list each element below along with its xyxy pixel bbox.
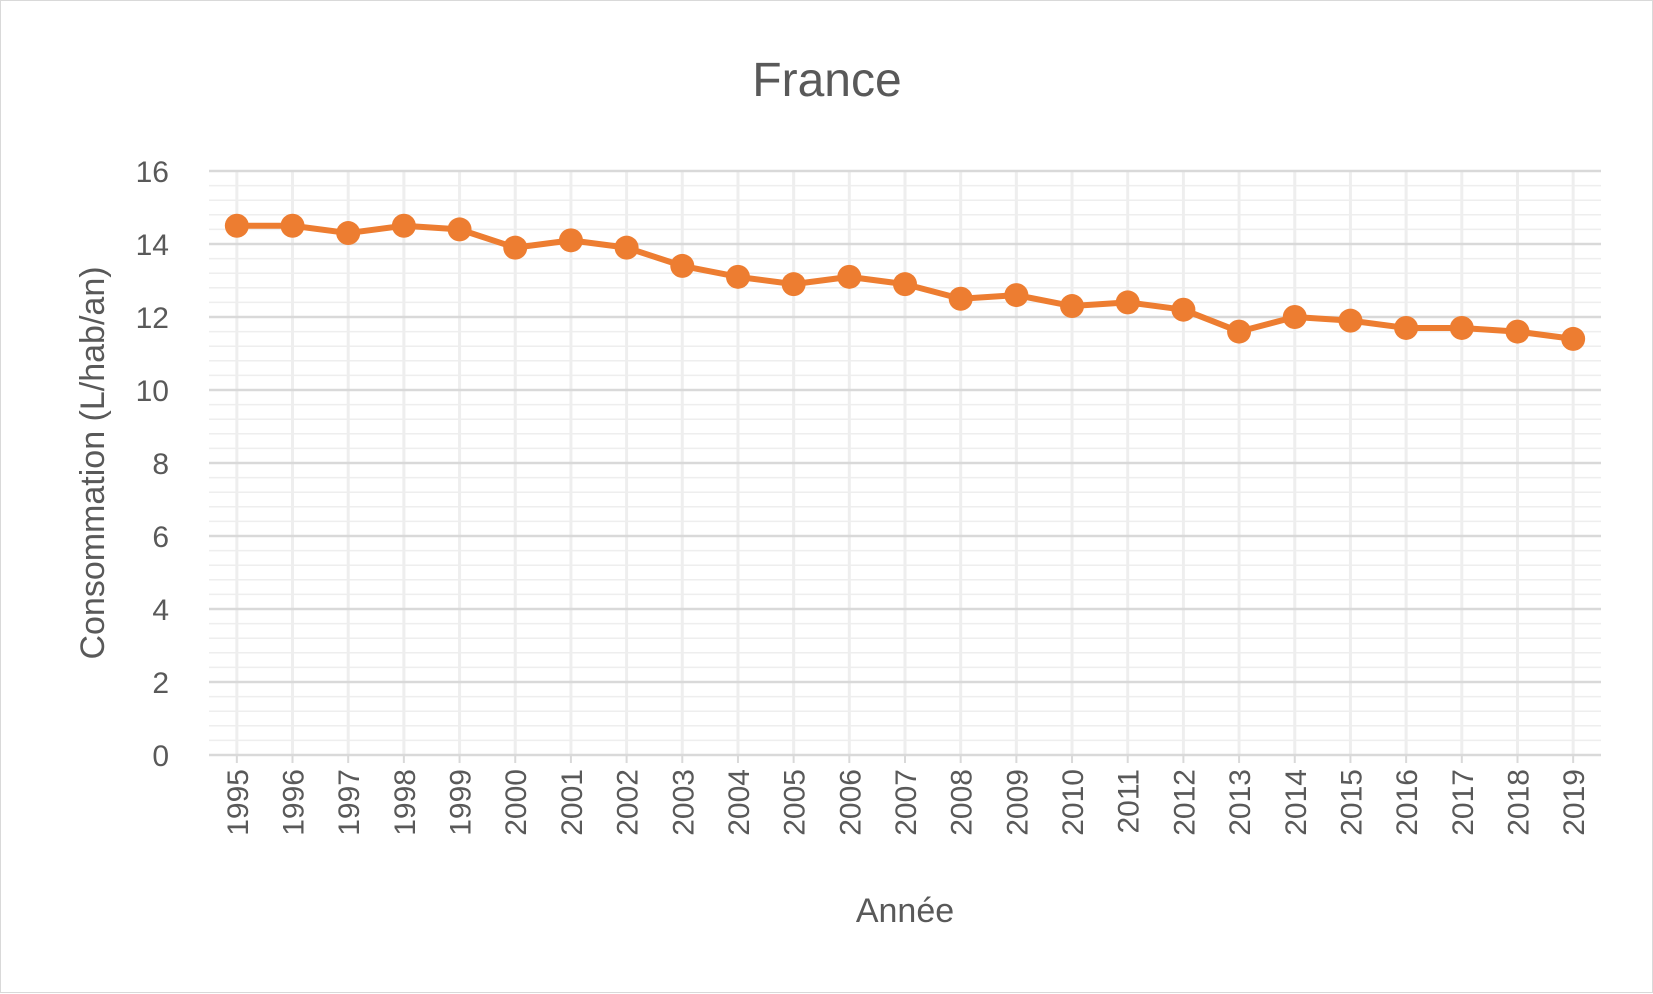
x-tick-label: 2004 [723,769,756,836]
data-point [391,213,416,238]
data-point [1004,283,1029,308]
x-tick-label: 2007 [890,769,923,836]
x-tick-label: 2017 [1447,769,1480,836]
data-point [837,264,862,289]
data-point [1338,308,1363,333]
data-point [1561,326,1586,351]
x-tick-label: 2011 [1113,769,1146,834]
data-point [893,272,917,297]
x-tick-label: 2000 [500,769,533,836]
x-tick-label: 2018 [1502,769,1535,836]
y-tick-label: 12 [136,302,169,335]
series-layer [224,213,1586,351]
y-axis-title: Consommation (L/hab/an) [74,266,112,659]
x-tick-label: 2014 [1280,769,1313,836]
chart-title: France [752,54,901,107]
x-tick-label: 1999 [445,769,478,836]
y-axis-tick-labels: 0 2 4 6 8 10 12 14 16 [136,156,169,773]
data-point [336,221,361,246]
x-tick-label: 1998 [389,769,422,836]
x-tick-label: 2001 [556,769,589,836]
data-point [280,213,305,238]
data-point [948,286,973,311]
data-point [558,228,583,253]
x-axis-title: Année [856,892,954,930]
x-tick-label: 2016 [1391,769,1424,836]
x-tick-label: 2008 [946,769,979,836]
x-tick-label: 2019 [1558,769,1591,836]
x-tick-label: 2006 [834,769,867,836]
x-tick-label: 1997 [333,769,366,836]
x-tick-label: 2005 [779,769,812,836]
y-tick-label: 10 [136,375,169,408]
data-point [670,253,695,278]
y-tick-label: 0 [152,740,169,773]
x-axis-tick-labels: 1995 1996 1997 1998 1999 2000 2001 2002 2003 2004… [222,755,1591,836]
x-tick-label: 1996 [278,769,311,836]
x-tick-label: 2012 [1168,769,1201,836]
y-tick-label: 8 [152,448,169,481]
data-point [1227,319,1252,344]
data-point [447,217,472,242]
data-point [1171,297,1196,322]
data-point [614,235,639,260]
x-tick-label: 1995 [222,769,255,836]
y-tick-label: 16 [136,156,169,189]
x-tick-label: 2009 [1001,769,1034,836]
data-point [503,235,528,260]
data-point [781,272,806,297]
data-point [1449,315,1474,340]
data-point [224,213,249,238]
x-tick-label: 2002 [612,769,645,836]
data-point [1282,305,1307,329]
y-tick-label: 6 [152,521,169,554]
data-point [725,264,750,289]
y-tick-label: 4 [152,594,169,627]
data-point [1115,290,1140,315]
data-point [1394,315,1419,340]
x-tick-label: 2015 [1335,769,1368,836]
data-point [1060,294,1085,319]
y-tick-label: 14 [136,229,169,262]
x-tick-label: 2003 [667,769,700,836]
y-tick-label: 2 [152,667,169,700]
data-point [1505,319,1530,344]
x-tick-label: 2013 [1224,769,1257,836]
x-tick-label: 2010 [1057,769,1090,836]
minor-gridlines [209,171,1601,755]
